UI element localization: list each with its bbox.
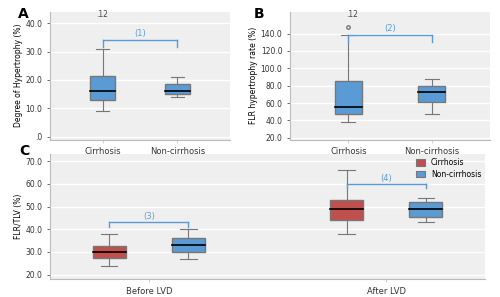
- Y-axis label: FLR/TLV (%): FLR/TLV (%): [14, 194, 22, 239]
- Text: .12: .12: [346, 10, 358, 19]
- Text: A: A: [18, 7, 28, 21]
- Bar: [93, 246, 126, 257]
- Y-axis label: FLR hypertrophy rate (%): FLR hypertrophy rate (%): [249, 27, 258, 124]
- Bar: [410, 202, 442, 217]
- Bar: [334, 81, 362, 113]
- Bar: [418, 86, 446, 102]
- Text: B: B: [254, 7, 264, 21]
- Y-axis label: Degree of Hypertrophy (%): Degree of Hypertrophy (%): [14, 24, 22, 127]
- Text: (4): (4): [380, 174, 392, 183]
- Bar: [172, 238, 204, 252]
- Legend: Cirrhosis, Non-cirrhosis: Cirrhosis, Non-cirrhosis: [416, 158, 481, 178]
- Text: (2): (2): [384, 24, 396, 33]
- Text: .12: .12: [96, 10, 108, 19]
- Text: (1): (1): [134, 29, 146, 38]
- Bar: [165, 84, 190, 94]
- Text: (3): (3): [143, 212, 155, 221]
- Text: C: C: [20, 144, 30, 159]
- Bar: [90, 76, 115, 100]
- Bar: [330, 200, 363, 220]
